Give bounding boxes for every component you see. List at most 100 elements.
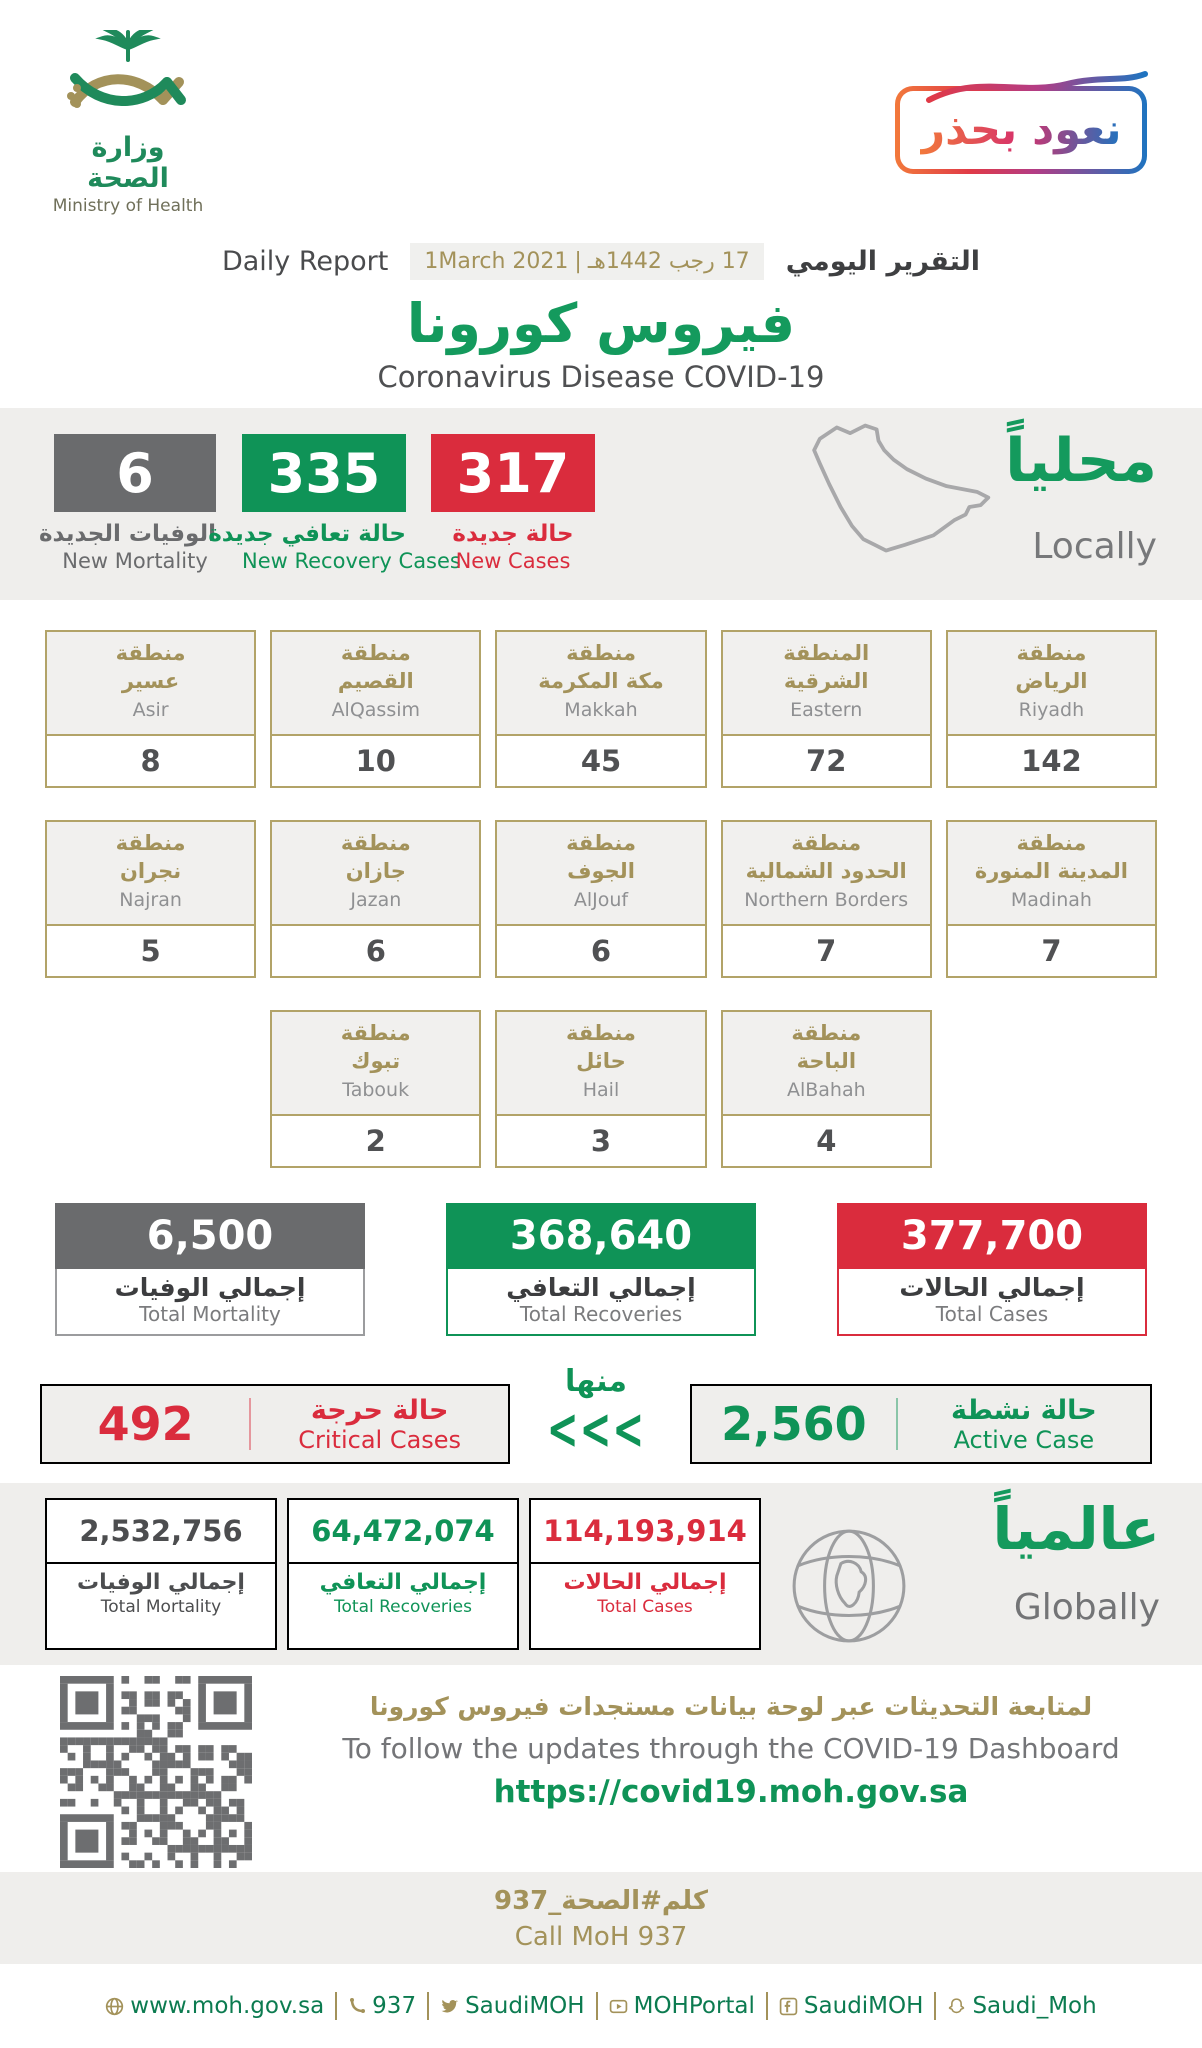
dashboard-url[interactable]: https://covid19.moh.gov.sa (493, 1774, 969, 1810)
region-ar1: المنطقة (783, 641, 870, 665)
locally-heading-en: Locally (1032, 526, 1157, 567)
footer-separator (595, 1992, 598, 2020)
new-cases-stat: 317 حالة جديدة New Cases (431, 434, 595, 573)
global-recoveries-label-en: Total Recoveries (334, 1597, 472, 1617)
region-en: AlJouf (573, 888, 629, 911)
of-which-label: منها (565, 1364, 627, 1399)
call-moh-ar: كلم#الصحة_937 (494, 1886, 708, 1916)
region-ar1: منطقة (1016, 831, 1087, 855)
badge-swoosh-icon (926, 71, 1148, 103)
region-card-northern-borders: منطقة الحدود الشمالية Northern Borders 7 (720, 820, 932, 978)
region-ar2: نجران (119, 859, 182, 884)
total-recoveries-label-en: Total Recoveries (519, 1302, 683, 1326)
total-mortality-label-en: Total Mortality (139, 1302, 281, 1326)
footer-facebook-label: SaudiMOH (803, 1993, 924, 2019)
footer-snapchat-label: Saudi_Moh (972, 1993, 1097, 2019)
region-ar1: منطقة (566, 1021, 636, 1045)
region-card-aljouf: منطقة الجوف AlJouf 6 (495, 820, 707, 978)
region-ar1: منطقة (340, 641, 411, 665)
region-ar2: الجوف (567, 859, 635, 884)
new-cases-label-en: New Cases (455, 549, 571, 573)
region-value: 6 (590, 934, 612, 968)
total-mortality-label-ar: إجمالي الوفيات (114, 1273, 306, 1302)
total-mortality-value: 6,500 (55, 1203, 365, 1269)
region-row-2: منطقة نجران Najran 5 منطقة جازان Jazan 6 منط… (45, 820, 1158, 978)
page-title-english: Coronavirus Disease COVID-19 (377, 360, 825, 394)
region-ar1: منطقة (340, 831, 411, 855)
global-recoveries-label-ar: إجمالي التعافي (319, 1570, 487, 1595)
footer-separator (427, 1992, 430, 2020)
footer-youtube[interactable]: MOHPortal (609, 1993, 755, 2019)
global-mortality-label-en: Total Mortality (100, 1597, 222, 1617)
region-card-jazan: منطقة جازان Jazan 6 (270, 820, 482, 978)
total-cases-box: 377,700 إجمالي الحالات Total Cases (837, 1203, 1147, 1336)
region-en: Hail (582, 1078, 620, 1101)
region-ar1: منطقة (791, 1021, 862, 1045)
region-en: AlBahah (786, 1078, 866, 1101)
region-card-eastern: المنطقة الشرقية Eastern 72 (720, 630, 932, 788)
footer-facebook[interactable]: SaudiMOH (779, 1993, 924, 2019)
region-card-hail: منطقة حائل Hail 3 (495, 1010, 707, 1168)
region-ar2: الحدود الشمالية (745, 859, 907, 884)
region-card-tabouk: منطقة تبوك Tabouk 2 (270, 1010, 482, 1168)
moh-palm-logo-icon (67, 28, 186, 108)
global-recoveries-box: 64,472,074 إجمالي التعافي Total Recoveri… (287, 1498, 519, 1650)
footer-phone-label: 937 (372, 1993, 417, 2019)
region-ar2: حائل (576, 1049, 626, 1074)
new-recovery-value: 335 (242, 434, 406, 512)
region-en: Jazan (350, 888, 402, 911)
region-ar1: منطقة (1016, 641, 1087, 665)
total-recoveries-box: 368,640 إجمالي التعافي Total Recoveries (446, 1203, 756, 1336)
logo-title-english: Ministry of Health (52, 196, 204, 216)
region-card-riyadh: منطقة الرياض Riyadh 142 (945, 630, 1158, 788)
global-cases-value: 114,193,914 (543, 1514, 747, 1548)
footer-twitter-label: SaudiMOH (465, 1993, 585, 2019)
new-mortality-value: 6 (54, 434, 216, 512)
region-ar1: منطقة (791, 831, 862, 855)
region-en: AlQassim (331, 698, 421, 721)
daily-report-ar: التقرير اليومي (785, 246, 981, 277)
region-card-albahah: منطقة الباحة AlBahah 4 (720, 1010, 932, 1168)
region-en: Madinah (1010, 888, 1092, 911)
daily-report-en: Daily Report (221, 246, 389, 277)
region-card-makkah: منطقة مكة المكرمة Makkah 45 (495, 630, 707, 788)
saudi-map-icon (812, 423, 991, 553)
dashboard-line-ar: لمتابعة التحديثات عبر لوحة بيانات مستجدا… (369, 1692, 1093, 1721)
region-value: 45 (580, 744, 622, 778)
region-value: 5 (140, 934, 161, 968)
region-card-madinah: منطقة المدينة المنورة Madinah 7 (945, 820, 1158, 978)
region-en: Makkah (564, 698, 638, 721)
phone-icon (350, 1998, 366, 2013)
footer-twitter[interactable]: SaudiMOH (440, 1993, 585, 2019)
dashboard-section: لمتابعة التحديثات عبر لوحة بيانات مستجدا… (0, 1672, 1202, 1870)
divider (895, 1398, 898, 1450)
critical-cases-label-ar: حالة حرجة (310, 1394, 449, 1426)
globally-heading-ar: عالمياً (992, 1495, 1160, 1563)
footer-snapchat[interactable]: Saudi_Moh (947, 1993, 1097, 2019)
globe-icon (106, 1997, 124, 2015)
active-cases-box: 2,560 حالة نشطة Active Case (690, 1384, 1152, 1464)
report-date: 1March 2021 | 17 رجب 1442هـ (410, 243, 764, 280)
total-cases-value: 377,700 (837, 1203, 1147, 1269)
call-moh-en: Call MoH 937 (514, 1922, 688, 1952)
region-ar1: منطقة (115, 831, 186, 855)
footer-separator (765, 1992, 768, 2020)
badge-frame: نعود بحذر (895, 86, 1147, 174)
region-ar2: تبوك (351, 1049, 401, 1074)
locally-section: 6 الوفيات الجديدة New Mortality 335 حالة… (0, 408, 1202, 600)
region-value: 7 (1041, 934, 1062, 968)
footer-website[interactable]: www.moh.gov.sa (105, 1993, 324, 2019)
footer-phone[interactable]: 937 (348, 1993, 416, 2019)
return-with-caution-badge: نعود بحذر (895, 71, 1148, 174)
region-card-asir: منطقة عسير Asir 8 (45, 630, 257, 788)
badge-text: نعود بحذر (920, 105, 1122, 155)
footer-youtube-label: MOHPortal (633, 1993, 755, 2019)
totals-section: 6,500 إجمالي الوفيات Total Mortality 368… (0, 1203, 1202, 1338)
global-cases-label-en: Total Cases (597, 1597, 693, 1617)
region-value: 3 (590, 1124, 612, 1158)
region-value: 6 (365, 934, 386, 968)
new-recovery-stat: 335 حالة تعافي جديدة New Recovery Cases (208, 434, 461, 573)
critical-cases-value: 492 (97, 1397, 194, 1451)
qr-code (60, 1676, 252, 1868)
